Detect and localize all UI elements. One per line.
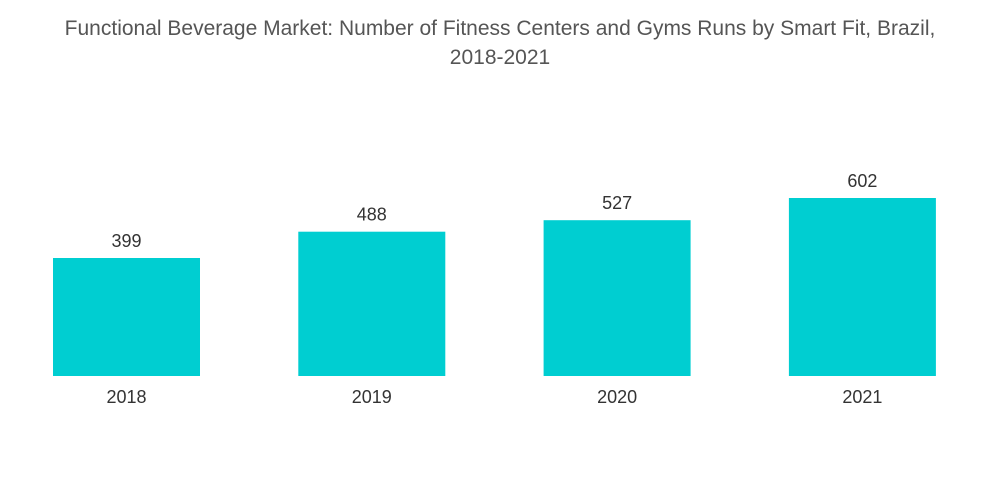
x-tick-label-2019: 2019 [352, 387, 392, 407]
bar-2018[interactable] [53, 258, 200, 376]
x-tick-label-2021: 2021 [842, 387, 882, 407]
bar-2020[interactable] [543, 220, 691, 376]
value-label-2021: 602 [847, 171, 877, 191]
x-tick-label-2018: 2018 [106, 387, 146, 407]
bar-2019[interactable] [298, 231, 446, 376]
value-label-2018: 399 [111, 231, 141, 251]
x-tick-label-2020: 2020 [597, 387, 637, 407]
value-label-2020: 527 [602, 193, 632, 213]
chart-title: Functional Beverage Market: Number of Fi… [0, 14, 1000, 72]
chart-title-line-2: 2018-2021 [449, 46, 551, 69]
value-labels-layer: 399 488 527 602 [111, 171, 877, 251]
bar-2021[interactable] [788, 198, 936, 376]
x-axis-tick-labels: 2018 2019 2020 2021 [106, 387, 882, 407]
value-label-2019: 488 [357, 205, 387, 225]
bars-layer [53, 198, 936, 376]
chart-title-line-1: Functional Beverage Market: Number of Fi… [64, 17, 936, 40]
